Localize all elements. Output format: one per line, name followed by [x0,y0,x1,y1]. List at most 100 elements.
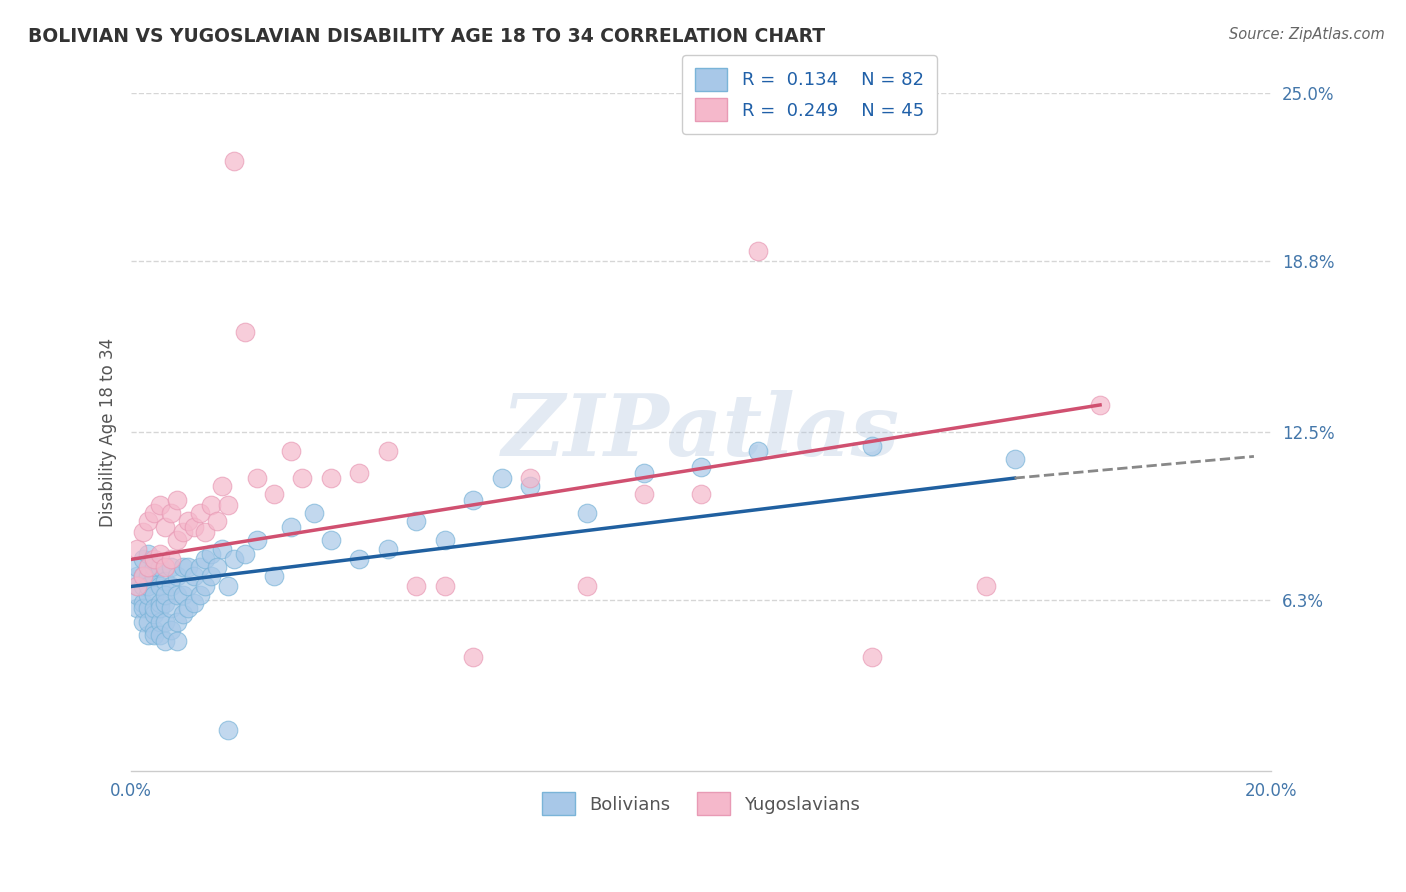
Point [138,615,160,629]
Point [188,506,211,520]
Point [172,525,194,540]
Point [143,588,166,602]
Point [143,623,166,637]
Point [125,601,148,615]
Point [155,560,177,574]
Point [377,541,399,556]
Point [125,568,148,582]
Point [125,579,148,593]
Point [149,628,172,642]
Point [155,615,177,629]
Point [138,601,160,615]
Point [222,154,245,169]
Point [125,588,148,602]
Point [319,471,342,485]
Point [211,479,233,493]
Point [166,492,188,507]
Point [222,552,245,566]
Point [149,615,172,629]
Point [319,533,342,548]
Point [155,633,177,648]
Point [860,439,883,453]
Text: Source: ZipAtlas.com: Source: ZipAtlas.com [1229,27,1385,42]
Point [491,471,513,485]
Point [1004,452,1026,467]
Point [519,479,541,493]
Point [138,515,160,529]
Point [200,568,222,582]
Point [463,492,485,507]
Point [149,596,172,610]
Point [463,649,485,664]
Point [200,498,222,512]
Point [131,601,153,615]
Point [263,487,285,501]
Point [211,541,233,556]
Point [263,568,285,582]
Point [131,596,153,610]
Point [194,552,217,566]
Point [125,560,148,574]
Point [131,568,153,582]
Point [217,498,239,512]
Point [149,601,172,615]
Point [149,560,172,574]
Point [160,506,183,520]
Point [576,579,599,593]
Point [166,633,188,648]
Point [183,568,205,582]
Point [347,552,370,566]
Point [143,601,166,615]
Point [160,601,183,615]
Point [280,444,302,458]
Point [166,588,188,602]
Point [172,588,194,602]
Point [138,588,160,602]
Point [377,444,399,458]
Point [347,466,370,480]
Point [172,560,194,574]
Point [200,547,222,561]
Point [188,588,211,602]
Point [131,615,153,629]
Point [131,579,153,593]
Point [433,533,456,548]
Point [166,533,188,548]
Point [160,560,183,574]
Point [143,506,166,520]
Point [188,560,211,574]
Point [138,568,160,582]
Point [160,552,183,566]
Point [177,560,200,574]
Point [974,579,997,593]
Point [690,487,713,501]
Point [131,525,153,540]
Point [576,506,599,520]
Point [633,466,655,480]
Point [405,579,427,593]
Point [177,579,200,593]
Point [194,525,217,540]
Point [246,533,269,548]
Point [131,552,153,566]
Point [1088,398,1111,412]
Point [233,325,256,339]
Point [217,579,239,593]
Point [166,615,188,629]
Point [166,568,188,582]
Point [143,552,166,566]
Point [143,607,166,621]
Point [149,498,172,512]
Point [690,460,713,475]
Point [291,471,314,485]
Point [405,515,427,529]
Point [633,487,655,501]
Point [183,596,205,610]
Point [125,579,148,593]
Point [747,444,769,458]
Point [131,568,153,582]
Point [302,506,325,520]
Point [217,723,239,737]
Point [143,560,166,574]
Point [138,560,160,574]
